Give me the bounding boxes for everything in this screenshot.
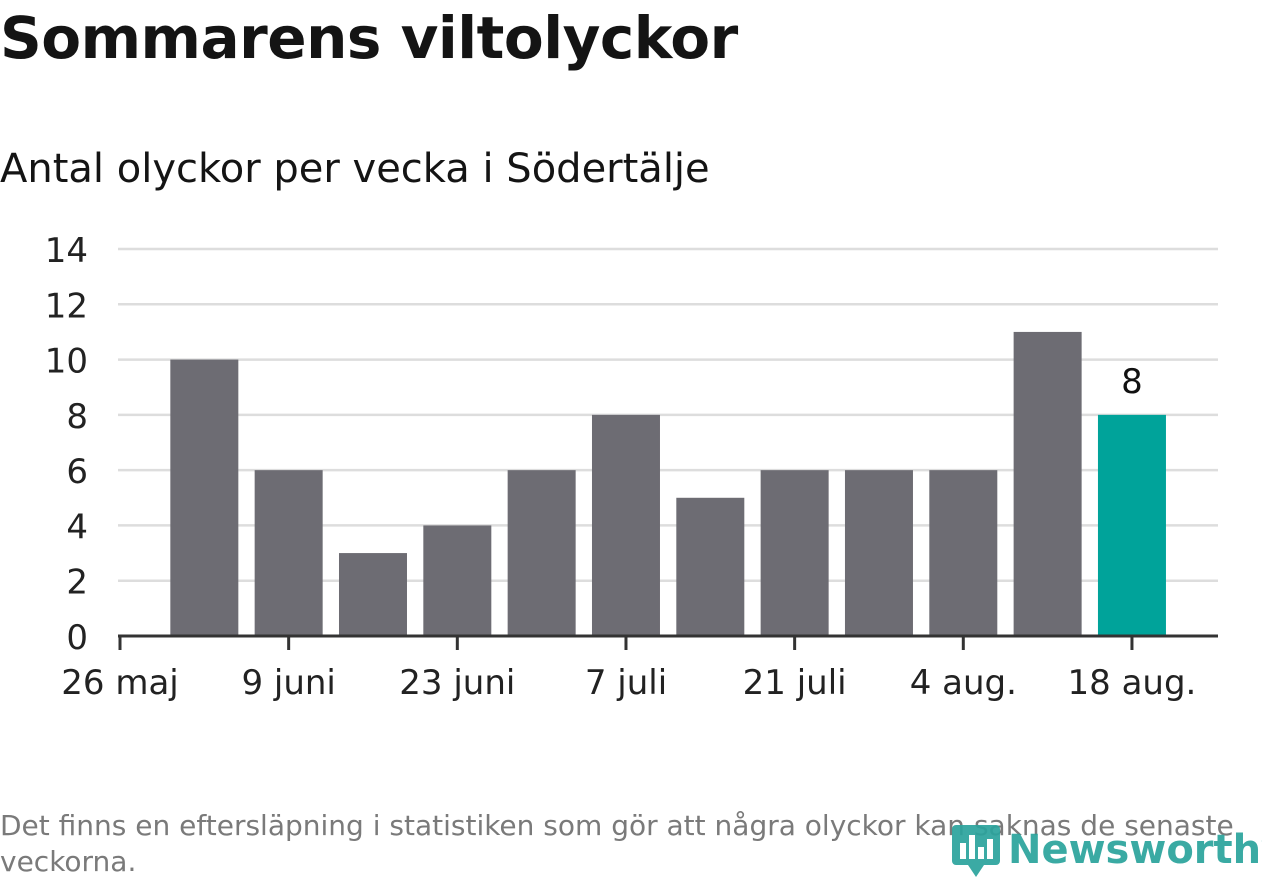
y-tick-label: 12	[45, 286, 88, 326]
bar	[760, 470, 829, 636]
bar	[844, 470, 913, 636]
logo-wordmark: Newsworthy	[1008, 827, 1262, 873]
footnote: Det finns en eftersläpning i statistiken…	[0, 809, 1234, 878]
y-tick-label: 14	[45, 231, 88, 271]
x-tick-label: 9 juni	[241, 663, 335, 703]
y-tick-label: 2	[66, 563, 88, 603]
y-tick-label: 0	[66, 618, 88, 658]
x-tick-label: 23 juni	[399, 663, 515, 703]
bar	[338, 553, 407, 636]
chart-subtitle: Antal olyckor per vecka i Södertälje	[0, 146, 710, 192]
bar	[676, 497, 745, 636]
bar	[170, 359, 239, 636]
bar	[1013, 331, 1082, 636]
bar	[929, 470, 998, 636]
x-tick-label: 21 juli	[743, 663, 847, 703]
axes	[118, 634, 1218, 650]
y-tick-label: 4	[66, 507, 88, 547]
labels: 0 2 4 6 8 10 12 14 8 26 maj 9 juni 23 juni 7 juli 21 …	[45, 231, 1197, 703]
bar	[507, 470, 576, 636]
newsworthy-logo: Newsworthy	[950, 820, 1262, 880]
bar	[591, 414, 660, 636]
bar	[254, 470, 323, 636]
x-tick-label: 18 aug.	[1068, 663, 1197, 703]
bars	[170, 331, 1166, 636]
bar	[423, 525, 492, 636]
y-tick-label: 8	[66, 397, 88, 437]
newsworthy-logo-icon	[952, 825, 1000, 877]
x-tick-label: 7 juli	[585, 663, 667, 703]
x-tick-label: 26 maj	[61, 663, 178, 703]
bar-highlight	[1097, 414, 1166, 636]
x-tick-label: 4 aug.	[910, 663, 1017, 703]
y-tick-label: 10	[45, 342, 88, 382]
y-tick-label: 6	[66, 452, 88, 492]
bar-value-label: 8	[1121, 362, 1143, 402]
chart-title: Sommarens viltolyckor	[0, 4, 738, 72]
